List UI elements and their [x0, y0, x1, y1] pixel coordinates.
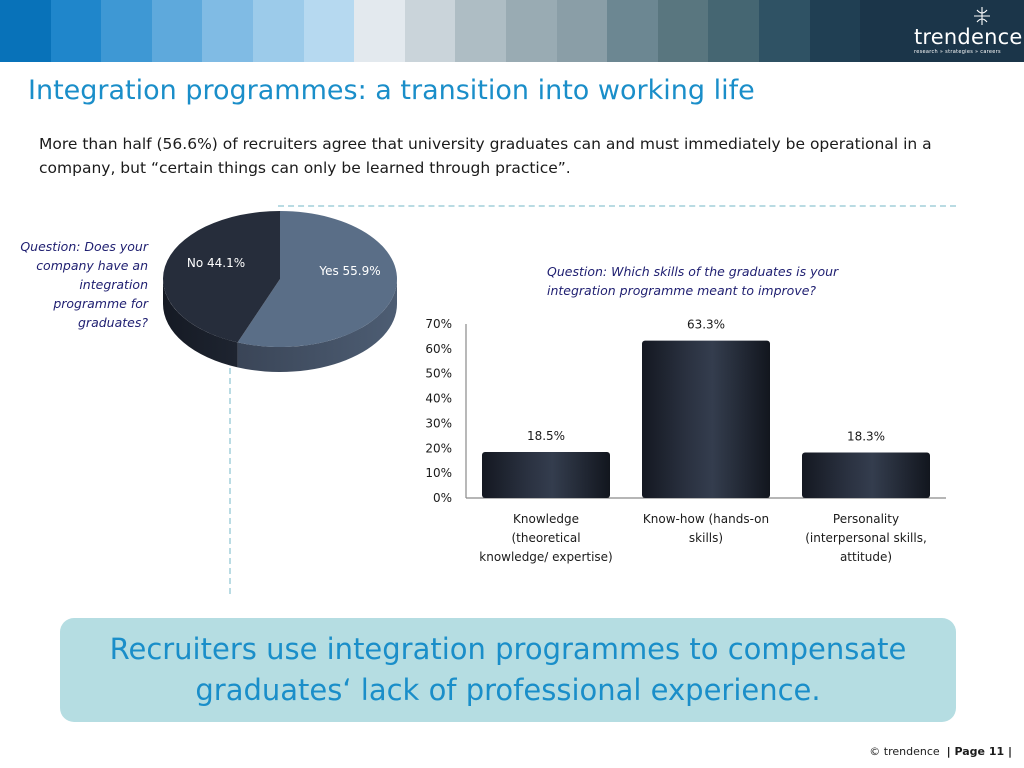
y-tick-label: 10%: [425, 466, 452, 480]
header-band-strip: [50, 0, 102, 62]
header-band-strip: [354, 0, 405, 62]
y-tick-label: 40%: [425, 392, 452, 406]
header-band-strip: [505, 0, 557, 62]
bar: [802, 452, 930, 498]
logo-name: trendence: [914, 25, 1023, 49]
bar-chart: 0% 10% 20% 30% 40% 50% 60% 70% 18.5% Knowledge (th…: [425, 317, 946, 564]
x-tick-label: Knowledge (theoretical knowledge/ expertis…: [479, 512, 612, 564]
intro-paragraph: More than half (56.6%) of recruiters agr…: [39, 135, 932, 177]
header-band-strip: [101, 0, 152, 62]
pie-data-label: Yes 55.9%: [318, 264, 380, 278]
logo-mark-icon: [974, 7, 990, 25]
pie-question: Question: Does your company have an inte…: [20, 239, 148, 330]
header-band-strip: [252, 0, 304, 62]
dashed-divider-vertical: [229, 348, 231, 594]
bar-data-label: 18.3%: [847, 430, 885, 444]
y-tick-label: 70%: [425, 317, 452, 331]
header-band-strip: [0, 0, 51, 62]
header-color-band: [0, 0, 861, 62]
x-tick-label: Personality (interpersonal skills, attitud…: [805, 512, 927, 564]
header-band-strip: [809, 0, 861, 62]
bar: [642, 340, 770, 498]
pie-data-label: No 44.1%: [187, 256, 245, 270]
header-band-strip: [455, 0, 506, 62]
pie-slice-side: [163, 279, 238, 368]
x-tick-label: Know-how (hands-on skills): [643, 512, 769, 545]
pie-slice-yes: [237, 211, 398, 347]
header-band-strip: [657, 0, 709, 62]
logo-tagline: research » strategies » careers: [914, 49, 1001, 55]
pie-chart: Yes 55.9% No 44.1%: [163, 211, 398, 372]
header-band-strip: [202, 0, 253, 62]
bar: [482, 452, 610, 498]
header-band-strip: [556, 0, 608, 62]
callout-text: Recruiters use integration programmes to…: [109, 632, 907, 707]
page-number: | Page 11 |: [946, 745, 1012, 758]
header-band-strip: [708, 0, 759, 62]
y-tick-label: 50%: [425, 367, 452, 381]
y-tick-label: 60%: [425, 342, 452, 356]
header-band-strip: [303, 0, 355, 62]
footer: © trendence | Page 11 |: [869, 745, 1012, 758]
bar-data-label: 63.3%: [687, 318, 725, 332]
header-band-strip: [404, 0, 456, 62]
y-tick-label: 30%: [425, 416, 452, 430]
footer-copyright: © trendence: [869, 745, 940, 758]
dashed-divider-horizontal: [278, 205, 956, 207]
y-tick-label: 0%: [433, 491, 452, 505]
logo: trendence research » strategies » career…: [860, 0, 1024, 62]
header-band-strip: [151, 0, 203, 62]
callout-box: Recruiters use integration programmes to…: [60, 618, 956, 722]
y-tick-label: 20%: [425, 441, 452, 455]
header-band-strip: [607, 0, 658, 62]
bar-data-label: 18.5%: [527, 429, 565, 443]
pie-slice-no: [163, 211, 280, 343]
page-title: Integration programmes: a transition int…: [28, 75, 755, 106]
pie-slice-side: [237, 279, 397, 372]
bar-question: Question: Which skills of the graduates …: [547, 264, 839, 298]
header-band-strip: [758, 0, 810, 62]
